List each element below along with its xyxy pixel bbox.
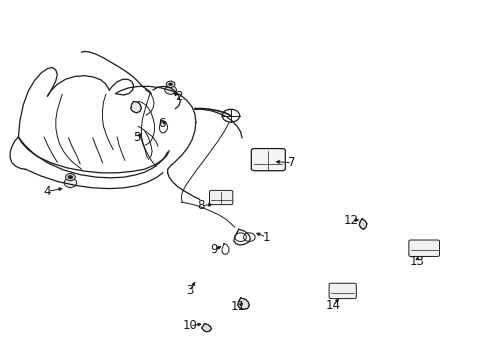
Polygon shape: [237, 298, 249, 309]
FancyBboxPatch shape: [408, 240, 439, 256]
Text: 2: 2: [175, 90, 182, 103]
Text: 4: 4: [44, 185, 51, 198]
Text: 11: 11: [231, 300, 245, 313]
Circle shape: [68, 175, 73, 179]
Text: 8: 8: [197, 199, 204, 212]
Text: 3: 3: [186, 284, 193, 297]
FancyBboxPatch shape: [328, 283, 356, 298]
Text: 12: 12: [343, 213, 358, 226]
Circle shape: [164, 86, 176, 94]
Circle shape: [166, 81, 175, 87]
Text: 1: 1: [262, 231, 269, 244]
Circle shape: [168, 83, 172, 86]
Text: 5: 5: [133, 131, 140, 144]
Polygon shape: [130, 102, 141, 113]
Text: 13: 13: [409, 255, 424, 268]
Polygon shape: [201, 324, 211, 332]
FancyBboxPatch shape: [209, 190, 232, 204]
Circle shape: [65, 174, 75, 181]
FancyBboxPatch shape: [251, 149, 285, 171]
Text: 14: 14: [325, 299, 340, 312]
Text: 9: 9: [210, 243, 218, 256]
Polygon shape: [359, 219, 366, 229]
Text: 6: 6: [158, 117, 165, 130]
Text: 7: 7: [288, 156, 295, 169]
Text: 10: 10: [182, 319, 197, 332]
Circle shape: [64, 178, 77, 188]
